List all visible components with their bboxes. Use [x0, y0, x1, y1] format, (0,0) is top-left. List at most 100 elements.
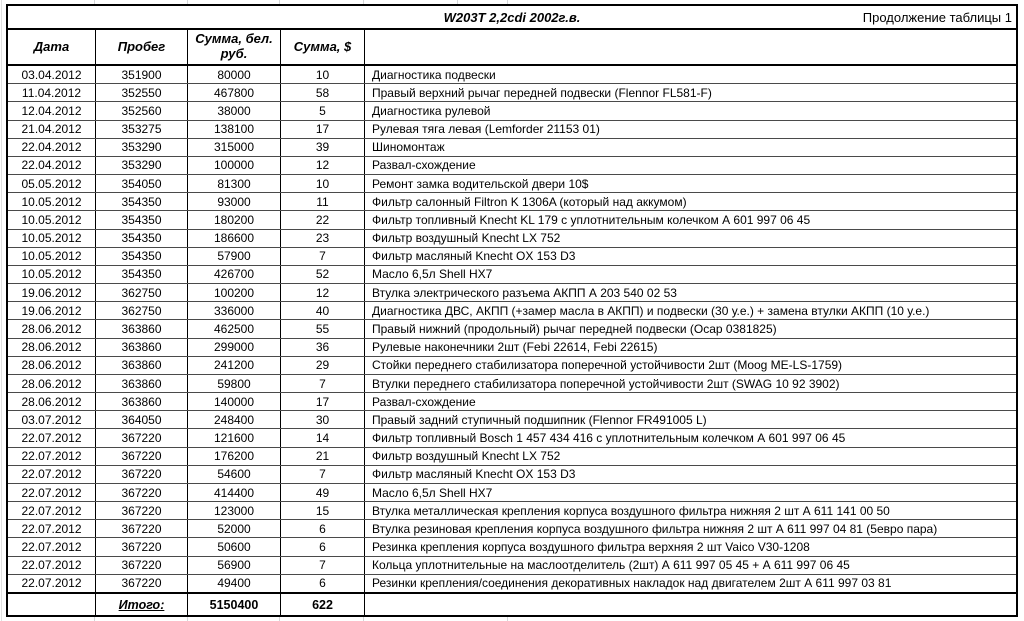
- cell-amount-byr: 336000: [188, 302, 281, 320]
- cell-date: 28.06.2012: [8, 393, 96, 411]
- cell-amount-byr: 52000: [188, 520, 281, 538]
- table-row: 28.06.2012 363860 462500 55 Правый нижни…: [8, 320, 1016, 339]
- cell-date: 22.07.2012: [8, 429, 96, 447]
- cell-amount-byr: 248400: [188, 411, 281, 429]
- cell-date: 28.06.2012: [8, 374, 96, 393]
- table-row: 28.06.2012 363860 299000 36 Рулевые нако…: [8, 338, 1016, 357]
- table-row: 22.07.2012 367220 49400 6 Резинки крепле…: [8, 574, 1016, 592]
- cell-amount-usd: 39: [281, 138, 365, 156]
- cell-amount-byr: 93000: [188, 193, 281, 211]
- cell-amount-usd: 22: [281, 211, 365, 229]
- cell-description: Ремонт замка водительской двери 10$: [372, 176, 589, 191]
- table-row: 10.05.2012 354350 180200 22 Фильтр топли…: [8, 211, 1016, 230]
- cell-mileage: 352560: [96, 102, 188, 120]
- cell-mileage: 354350: [96, 265, 188, 284]
- cell-amount-usd: 49: [281, 483, 365, 502]
- cell-amount-byr: 100200: [188, 284, 281, 302]
- cell-date: 03.07.2012: [8, 411, 96, 429]
- table-row: 05.05.2012 354050 81300 10 Ремонт замка …: [8, 175, 1016, 194]
- cell-amount-usd: 55: [281, 320, 365, 338]
- table-row: 19.06.2012 362750 100200 12 Втулка элект…: [8, 284, 1016, 303]
- cell-date: 22.07.2012: [8, 447, 96, 465]
- cell-mileage: 367220: [96, 520, 188, 538]
- cell-amount-usd: 36: [281, 338, 365, 356]
- cell-mileage: 363860: [96, 393, 188, 411]
- cell-date: 28.06.2012: [8, 356, 96, 374]
- cell-description: Фильтр топливный Bosch 1 457 434 416 с у…: [372, 431, 846, 446]
- sheet-gridline: [507, 0, 508, 4]
- cell-date: 22.07.2012: [8, 520, 96, 538]
- cell-description: Фильтр воздушный Knecht LX 752: [372, 231, 561, 246]
- cell-mileage: 367220: [96, 465, 188, 483]
- cell-description: Резинки крепления/соединения декоративны…: [372, 576, 892, 591]
- table-total-row: Итого: 5150400 622: [8, 592, 1016, 615]
- sheet-gridline: [187, 617, 188, 621]
- cell-mileage: 353290: [96, 156, 188, 175]
- cell-date: 28.06.2012: [8, 320, 96, 338]
- cell-date: 10.05.2012: [8, 193, 96, 211]
- table-row: 19.06.2012 362750 336000 40 Диагностика …: [8, 302, 1016, 321]
- cell-mileage: 363860: [96, 320, 188, 338]
- cell-description: Фильтр масляный Knecht OX 153 D3: [372, 249, 576, 264]
- cell-amount-usd: 52: [281, 265, 365, 284]
- table-row: 10.05.2012 354350 93000 11 Фильтр салонн…: [8, 193, 1016, 212]
- cell-date: 22.07.2012: [8, 502, 96, 520]
- sheet-gridline: [363, 0, 364, 4]
- cell-amount-byr: 241200: [188, 356, 281, 374]
- cell-description: Диагностика рулевой: [372, 103, 491, 118]
- cell-date: 03.04.2012: [8, 66, 96, 84]
- cell-amount-byr: 138100: [188, 120, 281, 138]
- table-row: 21.04.2012 353275 138100 17 Рулевая тяга…: [8, 120, 1016, 139]
- cell-amount-byr: 59800: [188, 374, 281, 393]
- cell-description: Диагностика ДВС, АКПП (+замер масла в АК…: [372, 303, 930, 318]
- table-row: 28.06.2012 363860 59800 7 Втулки передне…: [8, 374, 1016, 394]
- table-row: 03.04.2012 351900 80000 10 Диагностика п…: [8, 66, 1016, 85]
- cell-mileage: 367220: [96, 574, 188, 592]
- cell-description: Втулка электрического разъема АКПП А 203…: [372, 285, 677, 300]
- sheet-gridline: [457, 0, 458, 4]
- cell-amount-byr: 315000: [188, 138, 281, 156]
- cell-description: Кольца уплотнительные на маслоотделитель…: [372, 558, 850, 573]
- cell-description: Развал-схождение: [372, 394, 476, 409]
- cell-amount-usd: 30: [281, 411, 365, 429]
- cell-amount-byr: 54600: [188, 465, 281, 483]
- cell-description: Масло 6,5л Shell HX7: [372, 267, 493, 282]
- cell-description: Втулка резиновая крепления корпуса возду…: [372, 521, 938, 536]
- cell-amount-byr: 123000: [188, 502, 281, 520]
- cell-date: 10.05.2012: [8, 229, 96, 247]
- cell-description: Рулевая тяга левая (Lemforder 21153 01): [372, 122, 600, 137]
- cell-mileage: 367220: [96, 538, 188, 556]
- cell-mileage: 367220: [96, 447, 188, 465]
- table-continuation-label: Продолжение таблицы 1: [862, 9, 1012, 25]
- cell-amount-usd: 7: [281, 465, 365, 483]
- cell-date: 10.05.2012: [8, 247, 96, 265]
- cell-description: Рулевые наконечники 2шт (Febi 22614, Feb…: [372, 340, 658, 355]
- cell-amount-usd: 6: [281, 538, 365, 556]
- cell-date: 22.07.2012: [8, 483, 96, 502]
- cell-amount-byr: 140000: [188, 393, 281, 411]
- table-header-row: Дата Пробег Сумма, бел. руб. Сумма, $: [8, 30, 1016, 66]
- cell-amount-byr: 462500: [188, 320, 281, 338]
- cell-description: Правый нижний (продольный) рычаг передне…: [372, 321, 777, 336]
- cell-amount-byr: 180200: [188, 211, 281, 229]
- cell-amount-usd: 21: [281, 447, 365, 465]
- cell-amount-usd: 6: [281, 574, 365, 592]
- table-row: 03.07.2012 364050 248400 30 Правый задни…: [8, 411, 1016, 430]
- cell-description: Масло 6,5л Shell HX7: [372, 485, 493, 500]
- cell-mileage: 367220: [96, 483, 188, 502]
- column-header-mileage: Пробег: [96, 30, 188, 64]
- total-amount-usd: 622: [281, 594, 365, 615]
- sheet-gridline-left: [1, 0, 2, 621]
- cell-amount-byr: 467800: [188, 84, 281, 102]
- column-header-desc: [365, 30, 1016, 64]
- cell-mileage: 362750: [96, 284, 188, 302]
- cell-amount-usd: 17: [281, 120, 365, 138]
- cell-mileage: 352550: [96, 84, 188, 102]
- cell-date: 10.05.2012: [8, 211, 96, 229]
- cell-mileage: 363860: [96, 374, 188, 393]
- cell-amount-usd: 12: [281, 156, 365, 175]
- cell-amount-byr: 299000: [188, 338, 281, 356]
- cell-description: Правый верхний рычаг передней подвески (…: [372, 85, 712, 100]
- table-title-row: W203T 2,2cdi 2002г.в. Продолжение таблиц…: [8, 6, 1016, 30]
- cell-date: 10.05.2012: [8, 265, 96, 284]
